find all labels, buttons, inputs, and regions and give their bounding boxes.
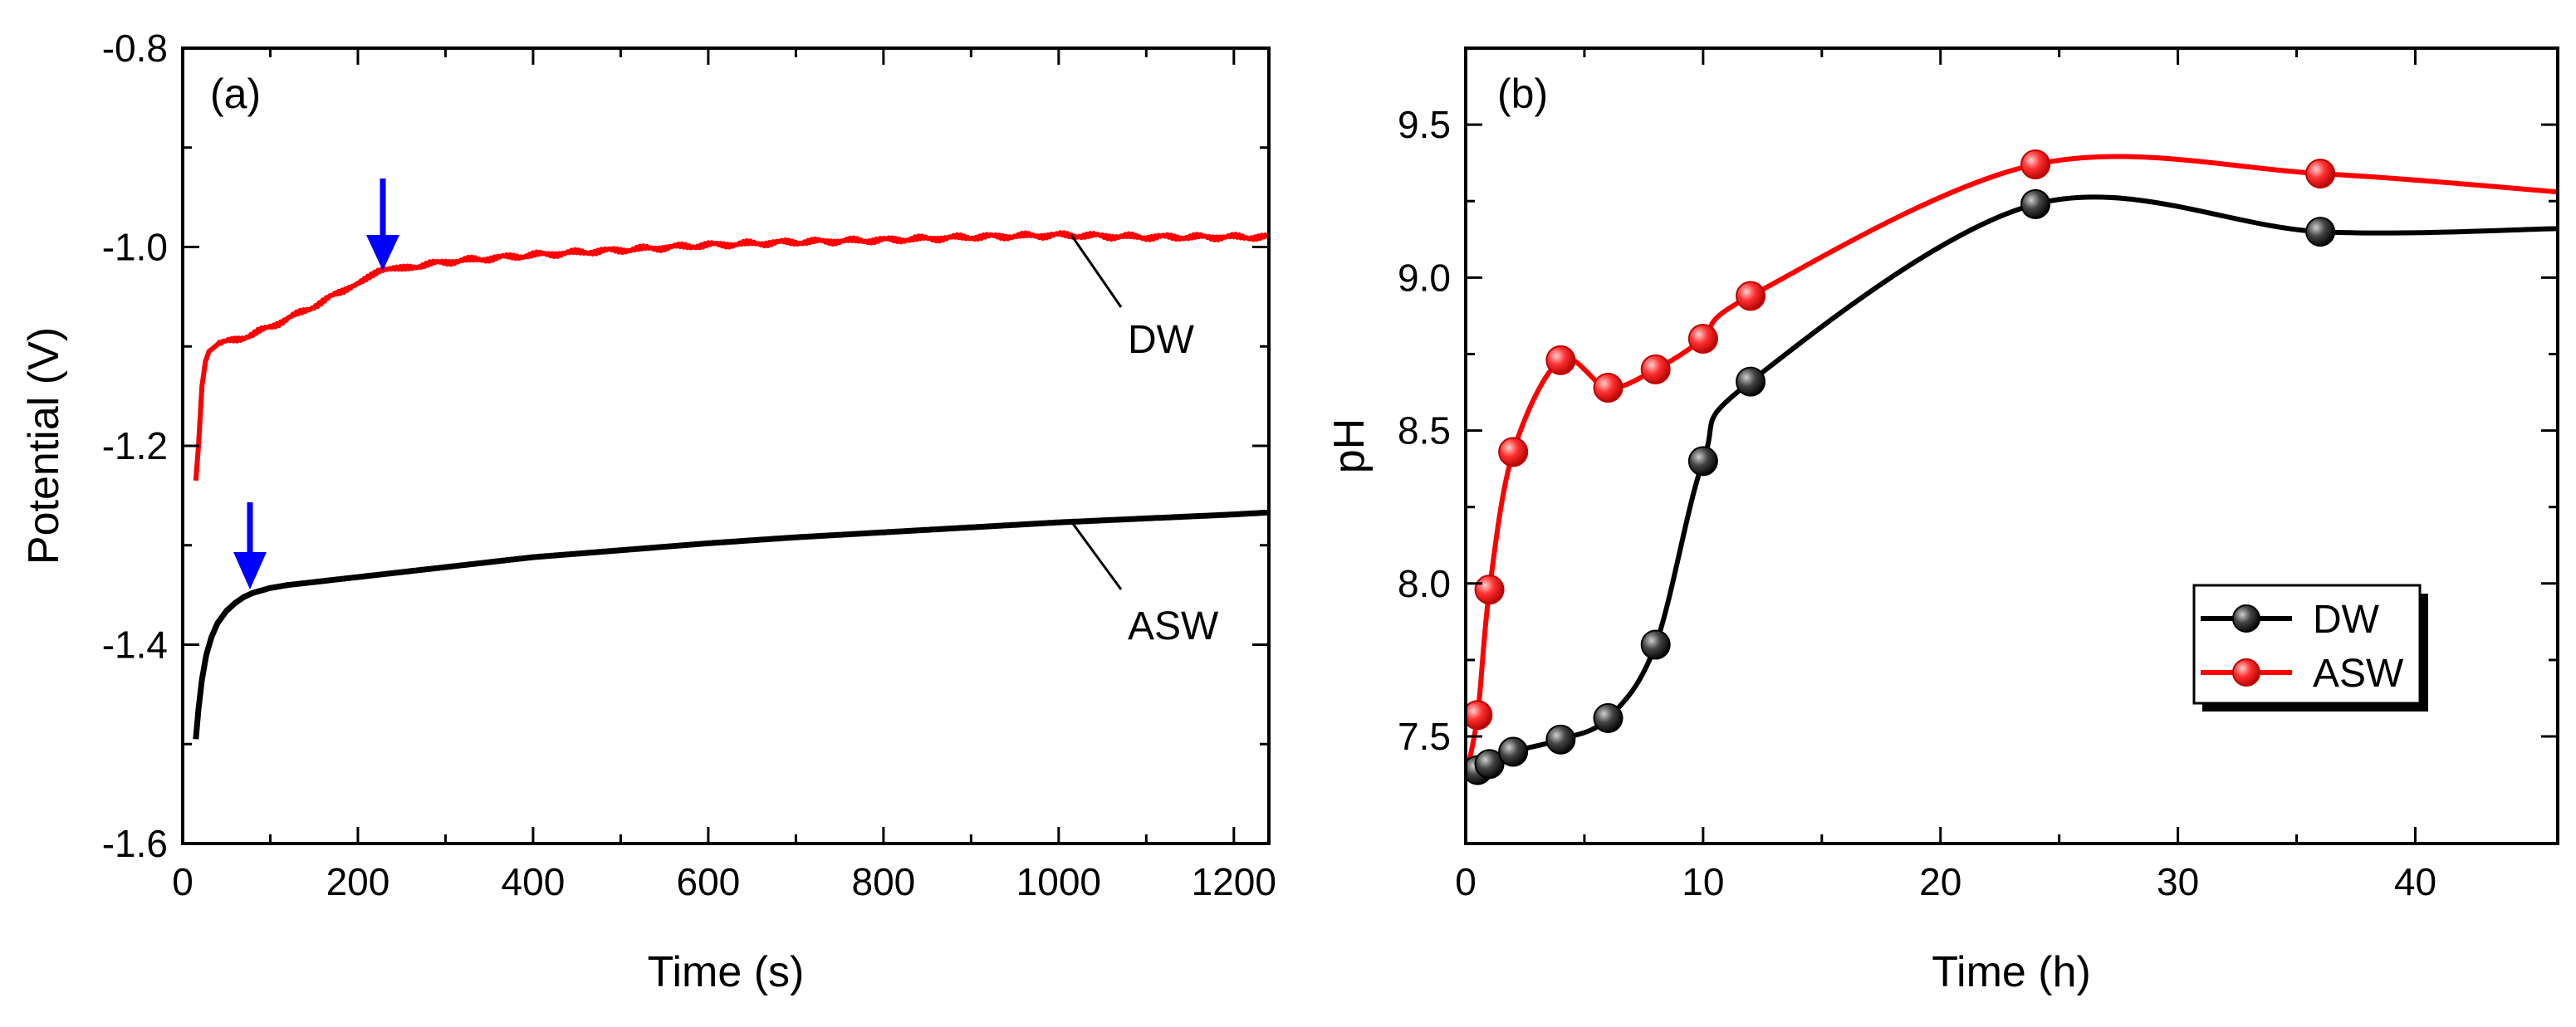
point-asw <box>1593 372 1623 403</box>
point-asw <box>2020 149 2051 180</box>
chart-b-ytick-label: 8.5 <box>1398 409 1451 452</box>
chart-a-xtick-label: 600 <box>677 860 741 903</box>
point-asw <box>1687 324 1718 355</box>
chart-b-ylabel: pH <box>1325 418 1374 473</box>
chart-b-xtick-label: 20 <box>1919 860 1961 903</box>
legend-box <box>2192 584 2422 705</box>
point-dw <box>1736 366 1766 397</box>
chart-a-xtick-label: 1200 <box>1192 860 1276 903</box>
chart-b-marks <box>1466 149 2558 785</box>
legend-asw-marker <box>2232 658 2260 687</box>
chart-a-ytick-label: -1.0 <box>102 226 168 269</box>
series-asw-line <box>193 509 1271 740</box>
chart-a-ticks: 0 200 400 600 800 1000 1200 -1.6 -1.4 -1.2 -1.0 -0.… <box>102 27 1276 903</box>
point-dw <box>1640 629 1671 660</box>
legend-asw-label: ASW <box>2313 652 2404 696</box>
chart-a-ytick-label: -0.8 <box>102 27 168 70</box>
chart-b-ytick-label: 8.0 <box>1398 562 1451 605</box>
chart-b-xtick-label: 0 <box>1455 860 1477 903</box>
annotation-dw-leader <box>1070 234 1123 308</box>
chart-a-xtick-label: 800 <box>851 860 915 903</box>
chart-b-frame <box>1464 46 2559 845</box>
chart-b-ytick-label: 9.0 <box>1398 256 1451 299</box>
chart-a-ylabel: Potential (V) <box>20 327 68 565</box>
legend-dw-marker <box>2232 604 2260 633</box>
point-dw <box>1474 749 1505 780</box>
chart-b-ytick-label: 7.5 <box>1398 715 1451 758</box>
chart-b-xtick-label: 30 <box>2157 860 2199 903</box>
legend-dw-label: DW <box>2313 598 2380 642</box>
point-asw <box>1498 437 1529 467</box>
legend: DW ASW <box>2192 584 2428 712</box>
point-asw <box>2305 159 2336 189</box>
chart-a-panel-label: (a) <box>210 71 261 117</box>
chart-a-ytick-label: -1.4 <box>102 624 168 667</box>
chart-b-ticks: 0 10 20 30 40 7.5 8.0 8.5 9.0 9.5 <box>1398 48 2558 903</box>
chart-b-xtick-label: 10 <box>1682 860 1724 903</box>
annotation-asw-leader <box>1070 521 1123 590</box>
point-asw <box>1474 575 1505 605</box>
arrow-dw-head <box>366 235 399 271</box>
point-asw <box>1736 281 1766 311</box>
chart-a-xtick-label: 400 <box>502 860 566 903</box>
point-dw <box>2020 188 2051 219</box>
chart-a: 0 200 400 600 800 1000 1200 -1.6 -1.4 -1.2 -1.0 -0.… <box>20 27 1276 996</box>
point-asw <box>1466 700 1493 731</box>
arrow-dw <box>366 179 399 271</box>
chart-a-ytick-label: -1.6 <box>102 822 168 865</box>
arrow-asw-head <box>233 552 267 589</box>
chart-b-panel-label: (b) <box>1497 71 1548 117</box>
chart-a-marks <box>193 230 1271 740</box>
chart-b-xlabel: Time (h) <box>1932 948 2091 996</box>
arrow-asw <box>233 502 267 589</box>
point-asw <box>1640 354 1671 384</box>
chart-a-ytick-label: -1.2 <box>102 424 168 467</box>
chart-b-ytick-label: 9.5 <box>1398 103 1451 146</box>
point-dw <box>1498 736 1529 767</box>
chart-a-xtick-label: 1000 <box>1016 860 1101 903</box>
chart-b: 0 10 20 30 40 7.5 8.0 8.5 9.0 9.5 (b) Time (h) pH… <box>1325 46 2559 996</box>
annotation-asw-label: ASW <box>1128 604 1219 648</box>
annotation-dw-label: DW <box>1128 318 1195 362</box>
chart-a-xtick-label: 200 <box>326 860 390 903</box>
annotation-dw-a: DW <box>1070 234 1195 362</box>
point-dw <box>1593 702 1623 733</box>
annotation-asw-a: ASW <box>1070 521 1219 648</box>
point-dw <box>1545 724 1576 755</box>
chart-a-xlabel: Time (s) <box>648 948 805 996</box>
point-asw <box>1545 345 1576 375</box>
chart-b-xtick-label: 40 <box>2394 860 2436 903</box>
series-dw-line <box>193 230 1271 482</box>
point-dw <box>2305 217 2336 247</box>
chart-a-frame <box>181 46 1271 845</box>
chart-a-xtick-label: 0 <box>172 860 193 903</box>
point-dw <box>1687 446 1718 477</box>
